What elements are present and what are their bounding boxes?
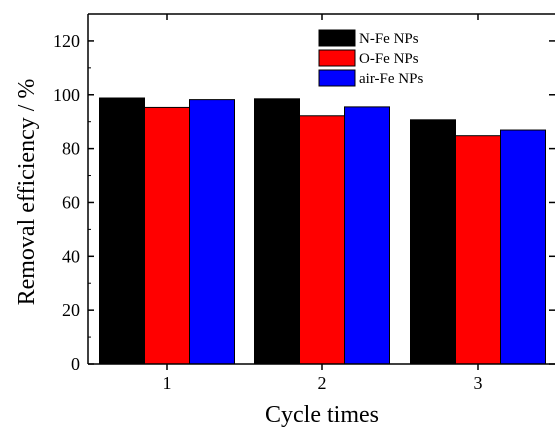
legend: N-Fe NPs O-Fe NPs air-Fe NPs: [318, 29, 423, 87]
x-axis-title: Cycle times: [265, 402, 379, 428]
bar-o-fe-nps-cycle-3: [455, 135, 501, 365]
y-tick-label: 20: [62, 300, 80, 320]
legend-label: O-Fe NPs: [359, 51, 419, 67]
x-tick-label: 2: [318, 373, 327, 393]
y-tick-label: 0: [71, 354, 80, 374]
bar-air-fe-nps-cycle-1: [189, 99, 235, 365]
legend-swatch-air-fe-nps: [318, 69, 356, 87]
bar-o-fe-nps-cycle-2: [299, 115, 345, 365]
bar-n-fe-nps-cycle-2: [254, 98, 300, 365]
bar-air-fe-nps-cycle-3: [500, 129, 546, 365]
bar-n-fe-nps-cycle-3: [410, 119, 456, 365]
legend-label: N-Fe NPs: [359, 31, 419, 47]
legend-label: air-Fe NPs: [359, 71, 423, 87]
bar-n-fe-nps-cycle-1: [99, 97, 145, 365]
legend-swatch-o-fe-nps: [318, 49, 356, 67]
bar-o-fe-nps-cycle-1: [144, 106, 190, 365]
bar-air-fe-nps-cycle-2: [344, 106, 390, 365]
y-tick-label: 100: [53, 85, 80, 105]
y-tick-label: 60: [62, 192, 80, 212]
y-tick-label: 40: [62, 246, 80, 266]
y-tick-label: 80: [62, 139, 80, 159]
legend-swatch-n-fe-nps: [318, 29, 356, 47]
bars-group: [99, 97, 546, 365]
x-tick-label: 1: [163, 373, 172, 393]
axes-group: 0 20 40 60 80 100 120 1 2 3: [53, 13, 555, 393]
y-axis-title: Removal efficiency / %: [14, 79, 40, 306]
y-tick-label: 120: [53, 31, 80, 51]
x-tick-label: 3: [474, 373, 483, 393]
